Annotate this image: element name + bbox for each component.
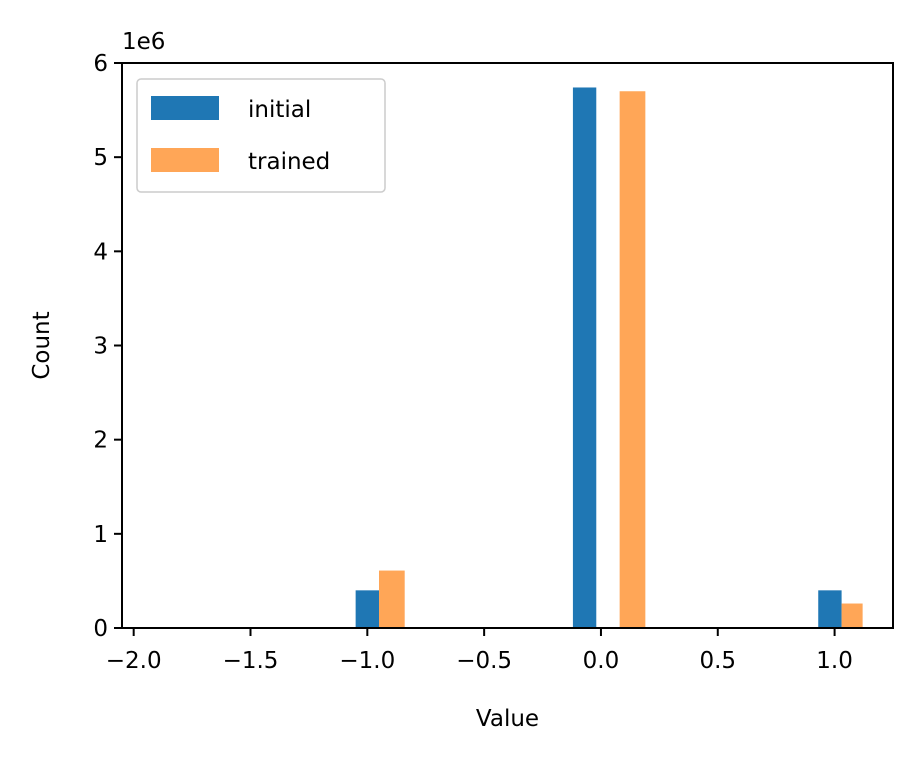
x-tick-label: 0.5: [699, 648, 736, 674]
bar-trained-1: [619, 91, 646, 628]
x-tick-label: 0.0: [583, 648, 620, 674]
y-tick-label: 4: [93, 239, 108, 265]
legend: initial trained: [136, 78, 386, 193]
y-tick-label: 6: [93, 51, 108, 77]
bar-initial-1: [572, 87, 597, 628]
y-tick-label: 3: [93, 334, 108, 360]
legend-swatch-initial: [151, 96, 219, 120]
y-tick-label: 5: [93, 145, 108, 171]
y-tick-label: 1: [93, 522, 108, 548]
bar-trained-0: [379, 570, 405, 628]
y-tick-label: 2: [93, 428, 108, 454]
y-tick-label: 0: [93, 616, 108, 642]
y-axis-label: Count: [29, 311, 55, 379]
legend-label-trained: trained: [248, 149, 330, 175]
x-axis: −2.0 −1.5 −1.0 −0.5 0.0 0.5 1.0: [106, 628, 853, 674]
bar-initial-0: [355, 590, 379, 628]
x-tick-label: 1.0: [816, 648, 853, 674]
legend-label-initial: initial: [248, 97, 311, 123]
x-axis-label: Value: [476, 706, 539, 732]
y-axis: 0 1 2 3 4 5 6: [93, 51, 122, 642]
legend-box: [136, 78, 386, 193]
x-tick-label: −1.5: [223, 648, 279, 674]
x-tick-label: −2.0: [106, 648, 162, 674]
bars-layer: [355, 87, 863, 628]
y-scale-offset-label: 1e6: [122, 29, 165, 55]
bar-initial-2: [818, 590, 842, 628]
x-tick-label: −1.0: [339, 648, 395, 674]
legend-swatch-trained: [151, 148, 219, 172]
bar-trained-2: [841, 603, 863, 628]
x-tick-label: −0.5: [456, 648, 512, 674]
